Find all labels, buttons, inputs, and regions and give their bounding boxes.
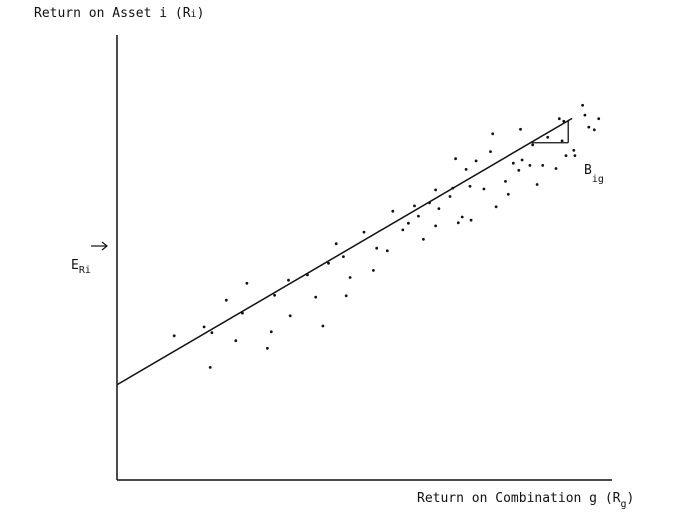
arrowhead-icon <box>101 241 108 251</box>
data-point <box>592 128 596 132</box>
data-point <box>583 113 587 117</box>
data-point <box>511 161 515 165</box>
data-point <box>348 276 352 279</box>
data-point <box>474 159 478 163</box>
data-point <box>554 167 558 170</box>
data-point <box>437 207 441 211</box>
data-point <box>464 168 468 171</box>
data-point <box>469 218 473 222</box>
data-point <box>506 192 510 196</box>
data-point <box>287 278 290 282</box>
slope-triangle: Big <box>530 120 604 185</box>
data-points <box>172 103 601 369</box>
data-point <box>454 157 457 161</box>
data-point <box>245 281 249 285</box>
data-point <box>327 261 330 265</box>
data-point <box>375 246 379 250</box>
data-point <box>266 346 269 350</box>
data-point <box>334 242 338 246</box>
data-point <box>401 228 405 232</box>
y-axis-title: Return on Asset i (Ri) <box>34 6 204 21</box>
data-point <box>460 215 464 219</box>
data-point <box>434 224 437 228</box>
data-point <box>224 298 228 302</box>
data-point <box>520 158 524 162</box>
data-point <box>234 339 238 343</box>
data-point <box>597 117 601 121</box>
data-point <box>172 334 176 338</box>
data-point <box>482 187 486 191</box>
data-point <box>434 188 437 192</box>
data-point <box>314 295 318 299</box>
data-point <box>560 139 564 143</box>
data-point <box>273 293 276 297</box>
slope-label: Big <box>584 163 604 185</box>
data-point <box>372 269 375 272</box>
data-point <box>362 230 366 234</box>
data-point <box>519 127 522 131</box>
data-point <box>494 205 498 209</box>
data-point <box>564 154 568 158</box>
data-point <box>531 143 535 147</box>
data-point <box>448 195 452 198</box>
data-point <box>528 164 532 167</box>
expected-return-label: ERi <box>71 258 91 276</box>
data-point <box>413 204 416 208</box>
data-point <box>269 330 273 334</box>
data-point <box>541 164 545 167</box>
regression-line <box>116 117 573 386</box>
data-point <box>391 209 395 213</box>
data-point <box>407 221 410 225</box>
data-point <box>573 154 577 158</box>
data-point <box>535 183 539 186</box>
data-point <box>572 148 576 152</box>
data-point <box>342 255 345 258</box>
data-point <box>546 135 550 139</box>
data-point <box>468 184 472 188</box>
data-point <box>417 214 420 218</box>
data-point <box>587 125 591 129</box>
data-point <box>504 180 507 183</box>
data-point <box>202 325 206 329</box>
data-point <box>491 132 495 136</box>
data-point <box>385 249 389 253</box>
data-point <box>422 237 425 241</box>
data-point <box>456 221 460 225</box>
data-point <box>344 294 348 298</box>
data-point <box>489 150 492 154</box>
data-point <box>210 331 214 335</box>
expected-return-marker: ERi <box>71 241 108 276</box>
data-point <box>288 314 292 318</box>
data-point <box>557 117 561 121</box>
data-point <box>208 366 212 369</box>
data-point <box>321 324 325 328</box>
data-point <box>517 168 521 172</box>
x-axis-title: Return on Combination g (Rg) <box>417 491 634 510</box>
data-point <box>581 103 584 107</box>
